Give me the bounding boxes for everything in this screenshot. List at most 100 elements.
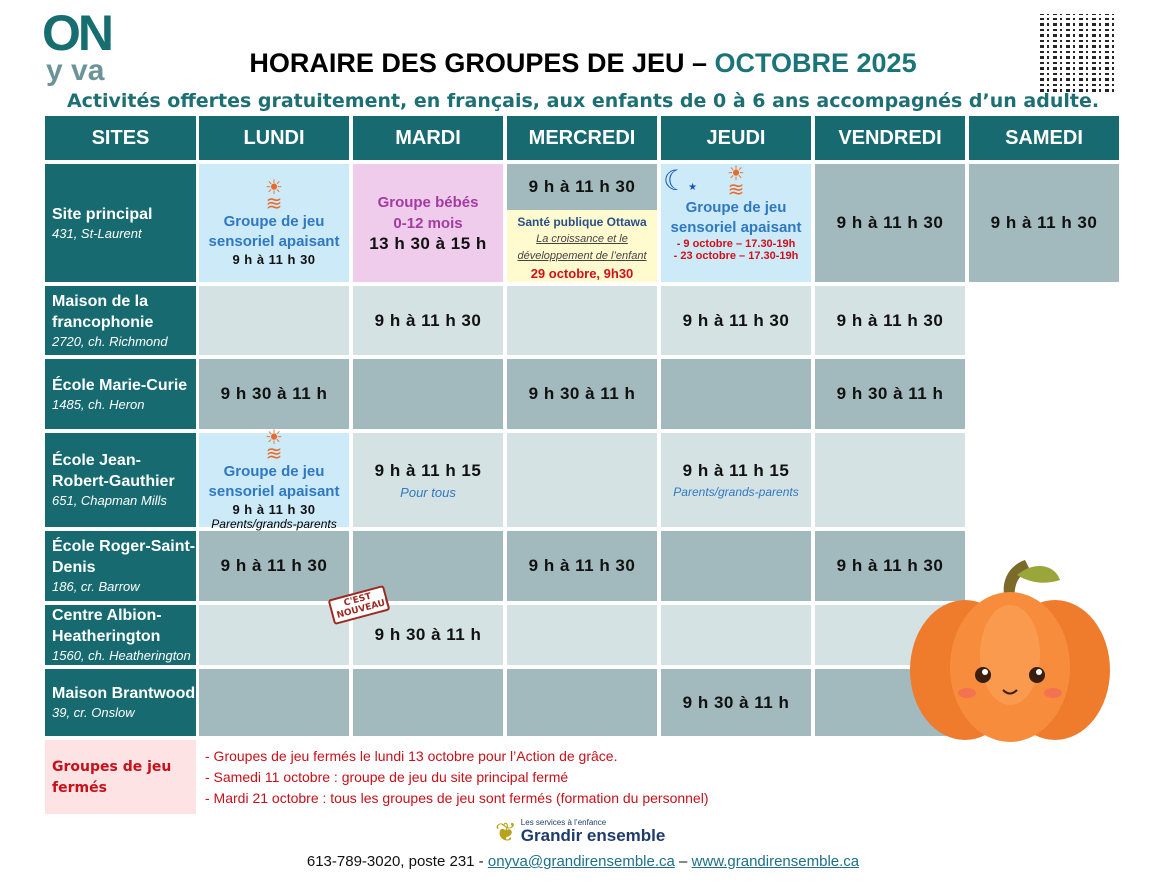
cell-text: 9 h à 11 h 30	[682, 310, 790, 330]
schedule-cell	[199, 669, 349, 736]
cell-text: 9 h 30 à 11 h	[528, 384, 636, 403]
schedule-cell: 9 h à 11 h 30	[353, 286, 503, 355]
subtitle: Activités offertes gratuitement, en fran…	[66, 90, 1100, 112]
site-name: Maison Brantwood	[52, 685, 196, 702]
email-link[interactable]: onyva@grandirensemble.ca	[487, 853, 675, 870]
site-name: École Marie-Curie	[52, 376, 188, 394]
moon-icon: ☾★	[663, 165, 698, 196]
site-name: Centre Albion-Heatherington	[52, 607, 162, 645]
schedule-cell: ☾★ ☀ ≋ Groupe de jeu sensoriel apaisant - 9 …	[661, 164, 811, 282]
event-date: 29 octobre, 9h30	[530, 266, 634, 281]
schedule-cell	[507, 286, 657, 355]
site-address: 39, cr. Onslow	[52, 705, 135, 720]
cell-text: Groupe de jeu sensoriel apaisant	[208, 212, 340, 250]
header-lundi: LUNDI	[199, 116, 349, 160]
cell-text: Groupe de jeu sensoriel apaisant	[670, 199, 802, 236]
column-header: SAMEDI	[1005, 126, 1083, 149]
schedule-cell	[815, 433, 965, 527]
site-name: École Roger-Saint-Denis	[52, 538, 196, 576]
site-address: 651, Chapman Mills	[52, 493, 167, 508]
header-vendredi: VENDREDI	[815, 116, 965, 160]
schedule-cell: 9 h à 11 h 30	[661, 286, 811, 355]
leaf-icon: ❦	[495, 817, 517, 847]
site-6: Maison Brantwood 39, cr. Onslow	[45, 669, 196, 736]
cell-text: 9 h 30 à 11 h	[220, 384, 328, 403]
header-samedi: SAMEDI	[969, 116, 1119, 160]
cell-text: 9 h à 11 h 30	[374, 310, 482, 330]
closure-item: - Groupes de jeu fermés le lundi 13 octo…	[205, 748, 618, 764]
cell-text: 9 h 30 à 11 h	[836, 384, 944, 403]
note: Parents/grands-parents	[673, 485, 799, 499]
schedule-cell	[199, 605, 349, 665]
schedule-cell: 9 h à 11 h 30	[815, 164, 965, 282]
site-3: École Jean-Robert-Gauthier 651, Chapman M…	[45, 433, 196, 527]
header-mercredi: MERCREDI	[507, 116, 657, 160]
closures-label: Groupes de jeu fermés	[45, 740, 196, 814]
note: Parents/grands-parents	[211, 516, 337, 531]
closure-item: - Samedi 11 octobre : groupe de jeu du s…	[205, 769, 569, 785]
site-name: Site principal	[52, 205, 153, 223]
cell-text: - 9 octobre – 17.30-19h	[676, 238, 796, 250]
schedule-cell: ☀ ≋ Groupe de jeu sensoriel apaisant 9 h à …	[199, 164, 349, 282]
schedule-cell	[507, 605, 657, 665]
schedule-cell	[353, 669, 503, 736]
schedule-cell	[661, 605, 811, 665]
cell-text: 9 h à 11 h 30	[232, 251, 316, 267]
schedule-cell: 9 h à 11 h 15 Parents/grands-parents	[661, 433, 811, 527]
schedule-cell	[507, 433, 657, 527]
site-name: Maison de la francophonie	[52, 292, 154, 331]
qr-code[interactable]	[1040, 14, 1118, 92]
cell-text: 9 h à 11 h 30	[220, 556, 328, 575]
site-address: 1485, ch. Heron	[52, 396, 145, 412]
closure-item: - Mardi 21 octobre : tous les groupes de…	[205, 790, 709, 806]
schedule-cell: 9 h à 11 h 30	[969, 164, 1119, 282]
site-address: 431, St-Laurent	[52, 225, 142, 241]
schedule-cell: 9 h 30 à 11 h	[815, 359, 965, 429]
schedule-cell: 9 h à 11 h 30	[815, 286, 965, 355]
schedule-cell: 9 h à 11 h 30	[199, 531, 349, 601]
website-link[interactable]: www.grandirensemble.ca	[691, 853, 860, 870]
schedule-cell: 9 h à 11 h 15 Pour tous	[353, 433, 503, 527]
grandir-ensemble-logo: ❦ Les services à l’enfance Grandir ensem…	[495, 817, 666, 847]
cell-text: 9 h à 11 h 30	[836, 213, 944, 232]
site-0: Site principal 431, St-Laurent	[45, 164, 196, 282]
sunset-icon: ☀ ≋	[727, 163, 745, 201]
cell-text: 13 h 30 à 15 h	[369, 234, 487, 253]
schedule-cell	[661, 531, 811, 601]
schedule-cell: 9 h 30 à 11 h	[661, 669, 811, 736]
column-header: MERCREDI	[528, 126, 636, 149]
topic: La croissance et le développement de l’e…	[517, 233, 647, 262]
schedule-cell: 9 h 30 à 11 h	[199, 359, 349, 429]
schedule-cell: 9 h 30 à 11 h	[353, 605, 503, 665]
header-sites: SITES	[45, 116, 196, 160]
phone: 613-789-3020, poste 231 -	[306, 853, 484, 870]
logo-onyva-sub: y va	[46, 54, 105, 87]
schedule-cell	[507, 669, 657, 736]
footer-contact: 613-789-3020, poste 231 - onyva@grandire…	[0, 853, 1166, 870]
schedule-cell: 9 h à 11 h 30	[815, 531, 965, 601]
pumpkin-illustration	[910, 560, 1110, 742]
cell-text: 9 h à 11 h 30	[528, 177, 636, 196]
schedule-cell	[199, 286, 349, 355]
site-address: 1560, ch. Heatherington	[52, 648, 191, 663]
mercredi-principal: 9 h à 11 h 30 Santé publique Ottawa La c…	[507, 164, 657, 282]
cell-text: - 23 octobre – 17.30-19h	[673, 250, 799, 262]
site-4: École Roger-Saint-Denis 186, cr. Barrow	[45, 531, 196, 601]
schedule-cell: 9 h 30 à 11 h	[507, 359, 657, 429]
cell-text: 9 h à 11 h 15	[374, 460, 482, 480]
schedule-cell: 9 h à 11 h 30	[507, 531, 657, 601]
column-header: VENDREDI	[838, 126, 942, 149]
baby-group-title: Groupe bébés 0-12 mois	[377, 194, 479, 232]
schedule-cell	[353, 359, 503, 429]
cell-text: 9 h à 11 h 30	[836, 310, 944, 330]
page-title: HORAIRE DES GROUPES DE JEU – OCTOBRE 202…	[249, 48, 917, 78]
schedule-cell: ☀ ≋ Groupe de jeu sensoriel apaisant 9 h à …	[199, 428, 349, 531]
sunset-icon: ☀ ≋	[265, 176, 283, 215]
site-5: Centre Albion-Heatherington 1560, ch. Hea…	[45, 605, 196, 665]
column-header: SITES	[91, 126, 150, 149]
schedule-cell: Groupe bébés 0-12 mois 13 h 30 à 15 h	[353, 164, 503, 282]
cell-text: 9 h 30 à 11 h	[374, 625, 482, 644]
cell-text: 9 h à 11 h 30	[232, 501, 316, 517]
schedule-cell	[661, 359, 811, 429]
cell-text: 9 h à 11 h 30	[836, 556, 944, 575]
